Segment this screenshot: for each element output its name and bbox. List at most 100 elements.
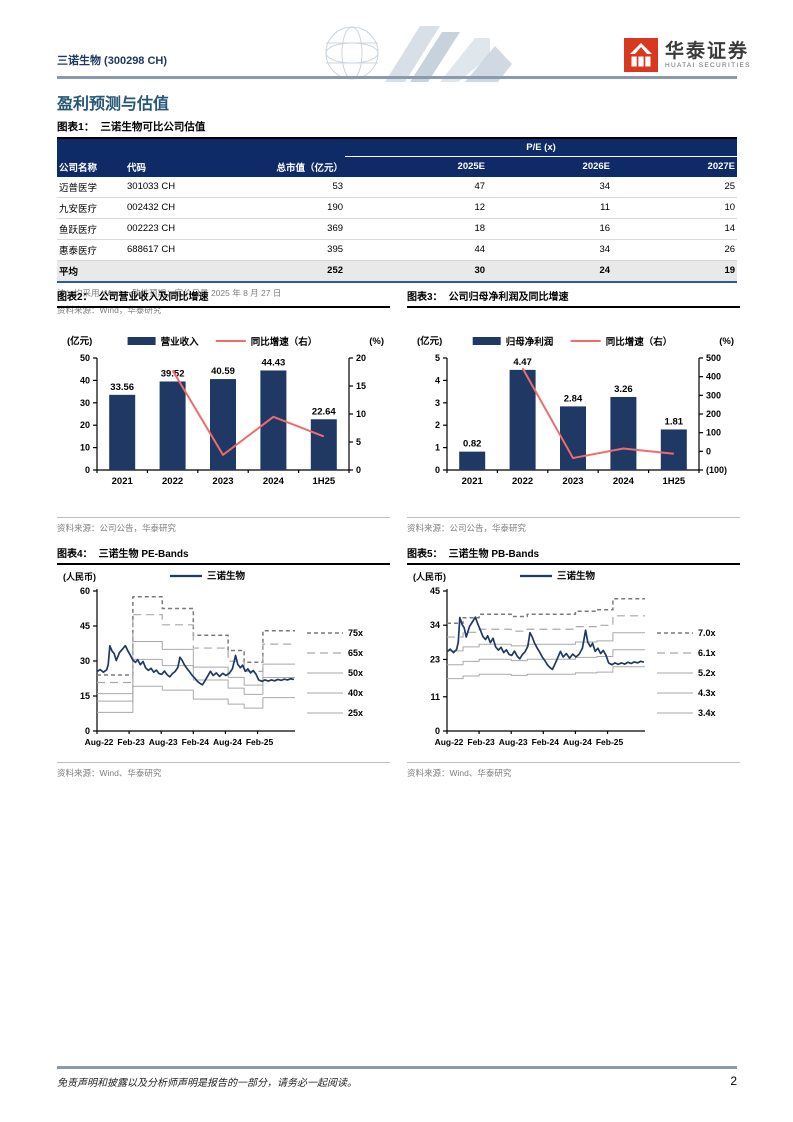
table-cell: 301033 CH — [125, 176, 220, 198]
svg-text:(100): (100) — [706, 465, 727, 475]
svg-text:Feb-25: Feb-25 — [596, 737, 624, 747]
svg-text:(亿元): (亿元) — [417, 335, 442, 347]
figure3-title: 图表3： 公司归母净利润及同比增速 — [407, 288, 740, 308]
disclaimer-text: 免责声明和披露以及分析师声明是报告的一部分，请务必一起阅读。 — [57, 1078, 357, 1089]
svg-text:22.64: 22.64 — [312, 406, 336, 417]
table-cell: 九安医疗 — [57, 197, 125, 219]
svg-text:4.47: 4.47 — [513, 357, 532, 368]
table-cell: 18 — [345, 218, 488, 240]
svg-text:2: 2 — [435, 420, 440, 430]
col-company: 公司名称 — [57, 156, 125, 177]
svg-text:3.4x: 3.4x — [698, 708, 716, 718]
figure2-block: 图表2： 公司营业收入及同比增速 (亿元) (%) 营业收入 同比增速（右） 0 10 20 3… — [57, 288, 390, 534]
svg-text:Aug-24: Aug-24 — [213, 737, 242, 747]
svg-text:15: 15 — [80, 691, 90, 701]
svg-text:50: 50 — [80, 353, 90, 363]
svg-text:5.2x: 5.2x — [698, 668, 716, 678]
svg-text:三诺生物: 三诺生物 — [207, 570, 246, 582]
svg-text:20: 20 — [80, 420, 90, 430]
huatai-logo: 华泰证券 HUATAI SECURITIES — [624, 38, 751, 72]
table-cell: 11 — [487, 197, 613, 219]
svg-text:Feb-23: Feb-23 — [467, 737, 495, 747]
table-row: 迈普医学 301033 CH 53 47 34 25 — [57, 176, 738, 198]
svg-text:2024: 2024 — [263, 476, 285, 487]
figure5-title: 图表5： 三诺生物 PB-Bands — [407, 545, 740, 565]
svg-text:(%): (%) — [369, 336, 384, 347]
svg-text:0: 0 — [85, 465, 90, 475]
svg-text:0: 0 — [85, 726, 90, 736]
svg-text:0: 0 — [435, 465, 440, 475]
svg-text:0.82: 0.82 — [463, 439, 482, 450]
figure5-source: 资料来源：Wind、华泰研究 — [407, 762, 740, 779]
section-title: 盈利预测与估值 — [57, 96, 170, 113]
svg-text:0: 0 — [706, 446, 711, 456]
col-mktcap: 总市值（亿元） — [220, 156, 346, 177]
svg-text:2022: 2022 — [162, 476, 183, 487]
svg-text:15: 15 — [356, 381, 366, 391]
svg-text:三诺生物: 三诺生物 — [557, 570, 596, 582]
brand-name-en: HUATAI SECURITIES — [665, 61, 751, 69]
svg-text:2022: 2022 — [512, 476, 533, 487]
svg-text:4: 4 — [435, 375, 440, 385]
svg-text:(人民币): (人民币) — [63, 571, 96, 582]
figure3-source: 资料来源：公司公告，华泰研究 — [407, 517, 740, 534]
svg-text:5: 5 — [435, 353, 440, 363]
col-ticker: 代码 — [125, 156, 220, 177]
figure1-block: 图表1： 三诺生物可比公司估值 P/E (x) 公司名称 代码 总市值（亿元） 2… — [57, 119, 738, 317]
table-body: 迈普医学 301033 CH 53 47 34 25 九安医疗 002432 CH 190 12 1… — [57, 176, 738, 283]
svg-text:10: 10 — [80, 443, 90, 453]
svg-text:Feb-24: Feb-24 — [532, 737, 560, 747]
svg-text:营业收入: 营业收入 — [161, 336, 200, 348]
col-2026e: 2026E — [487, 156, 613, 177]
svg-text:Aug-23: Aug-23 — [499, 737, 528, 747]
figure2-title: 图表2： 公司营业收入及同比增速 — [57, 288, 390, 308]
table-average-row: 平均 252 30 24 19 — [57, 260, 738, 283]
svg-text:(人民币): (人民币) — [413, 571, 446, 582]
figure3-block: 图表3： 公司归母净利润及同比增速 (亿元) (%) 归母净利润 同比增速（右） 0 1 2 3… — [407, 288, 740, 534]
col-2025e: 2025E — [345, 156, 488, 177]
footer: 免责声明和披露以及分析师声明是报告的一部分，请务必一起阅读。 2 — [57, 1074, 737, 1089]
svg-text:300: 300 — [706, 390, 721, 400]
table-note: 注：均采用 Wind 一致性预期；定价日是 2025 年 8 月 27 日 — [57, 287, 282, 298]
footer-divider — [57, 1066, 737, 1069]
table-cell: 平均 — [57, 260, 125, 283]
svg-text:400: 400 — [706, 372, 721, 382]
svg-text:75x: 75x — [348, 628, 363, 638]
header-divider — [57, 76, 737, 79]
figure1-title: 图表1： 三诺生物可比公司估值 — [57, 121, 206, 133]
svg-text:2023: 2023 — [562, 476, 583, 487]
svg-text:Feb-23: Feb-23 — [117, 737, 145, 747]
figure4-title: 图表4： 三诺生物 PE-Bands — [57, 545, 390, 565]
svg-text:25x: 25x — [348, 708, 363, 718]
svg-text:0: 0 — [435, 726, 440, 736]
pe-header: P/E (x) — [345, 138, 738, 157]
svg-text:归母净利润: 归母净利润 — [506, 336, 554, 348]
svg-text:同比增速（右）: 同比增速（右） — [606, 336, 673, 348]
svg-text:200: 200 — [706, 409, 721, 419]
figure4-block: 图表4： 三诺生物 PE-Bands (人民币) 三诺生物 0 15 30 45 60 Aug-… — [57, 545, 390, 779]
table-cell: 395 — [220, 239, 346, 261]
svg-text:6.1x: 6.1x — [698, 648, 716, 658]
svg-text:33.56: 33.56 — [110, 382, 134, 393]
table-cell: 惠泰医疗 — [57, 239, 125, 261]
svg-text:(亿元): (亿元) — [67, 335, 92, 347]
svg-text:4.3x: 4.3x — [698, 688, 716, 698]
company-header: 三诺生物 (300298 CH) — [57, 55, 168, 67]
svg-text:1H25: 1H25 — [312, 476, 335, 487]
table-cell: 24 — [487, 260, 613, 283]
table-cell: 16 — [487, 218, 613, 240]
table-row: 鱼跃医疗 002223 CH 369 18 16 14 — [57, 218, 738, 240]
svg-text:(%): (%) — [719, 336, 734, 347]
figure2-source: 资料来源：公司公告，华泰研究 — [57, 517, 390, 534]
svg-text:Aug-24: Aug-24 — [563, 737, 592, 747]
table-cell: 190 — [220, 197, 346, 219]
svg-text:Aug-23: Aug-23 — [149, 737, 178, 747]
pe-bands-chart: (人民币) 三诺生物 0 15 30 45 60 Aug-22 Feb-23 Aug-23 Feb-… — [57, 565, 390, 760]
svg-text:2024: 2024 — [613, 476, 635, 487]
table-row: 惠泰医疗 688617 CH 395 44 34 26 — [57, 239, 738, 261]
svg-text:23: 23 — [430, 654, 440, 664]
table-cell: 12 — [345, 197, 488, 219]
table-cell: 47 — [345, 176, 488, 198]
svg-text:30: 30 — [80, 398, 90, 408]
